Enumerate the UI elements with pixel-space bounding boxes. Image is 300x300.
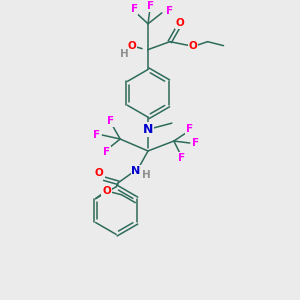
- Text: F: F: [192, 138, 199, 148]
- Text: O: O: [102, 186, 111, 196]
- Text: O: O: [176, 18, 184, 28]
- Text: H: H: [142, 170, 150, 180]
- Text: O: O: [128, 40, 136, 51]
- Text: F: F: [186, 124, 193, 134]
- Text: F: F: [166, 6, 173, 16]
- Text: N: N: [131, 166, 141, 176]
- Text: F: F: [93, 130, 100, 140]
- Text: O: O: [188, 40, 197, 51]
- Text: H: H: [120, 49, 128, 58]
- Text: F: F: [107, 116, 114, 126]
- Text: F: F: [147, 1, 155, 11]
- Text: F: F: [130, 4, 138, 14]
- Text: O: O: [95, 168, 104, 178]
- Text: F: F: [103, 147, 110, 157]
- Text: N: N: [143, 123, 153, 136]
- Text: F: F: [178, 153, 185, 163]
